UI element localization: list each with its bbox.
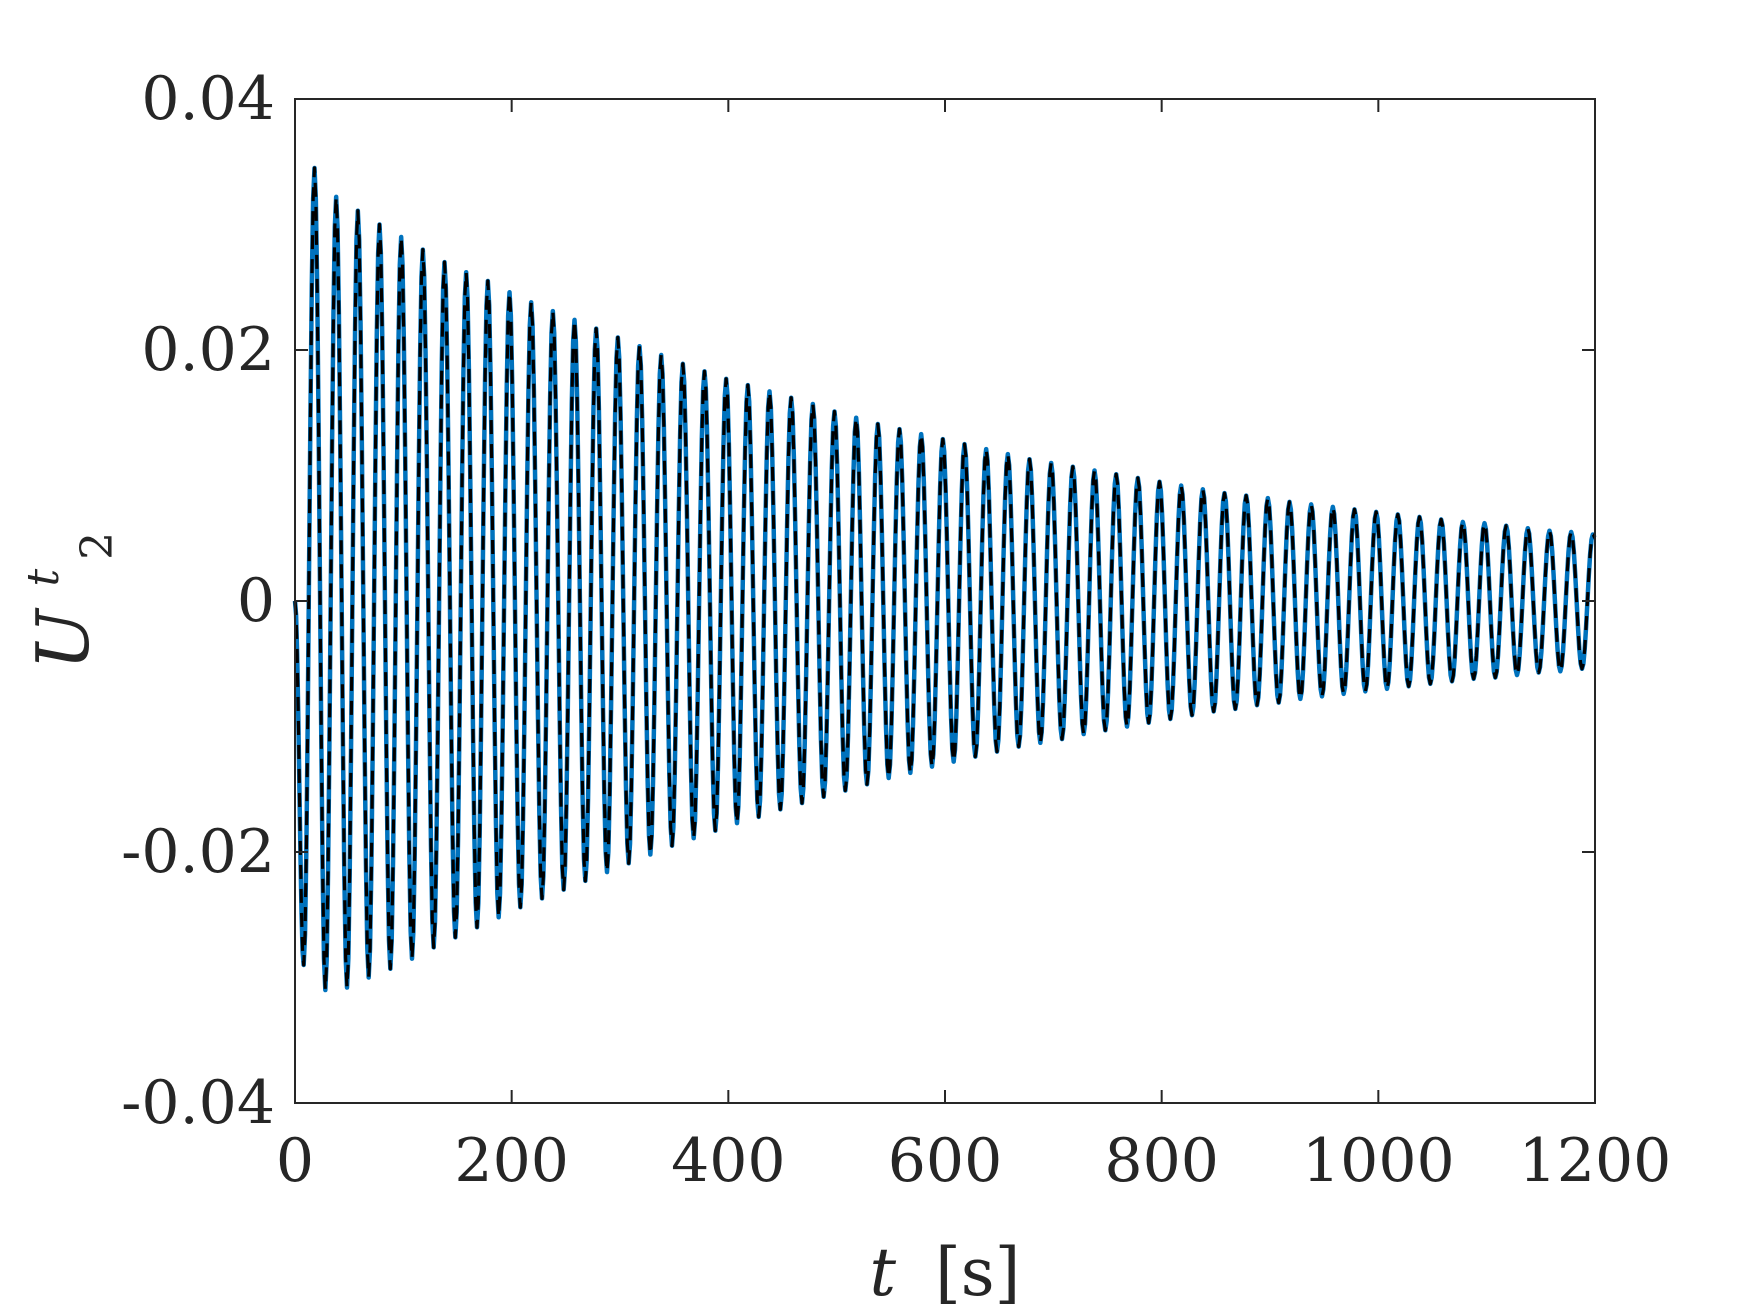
- plot-frame: [294, 98, 1596, 1104]
- x-axis-variable: t: [870, 1234, 897, 1311]
- x-axis-label: t [s]: [870, 1234, 1021, 1311]
- x-tick-label: 1200: [1519, 1126, 1672, 1196]
- y-tick-label: 0: [237, 566, 275, 636]
- tick-labels-layer: 0 200 400 600 800 1000 1200 -0.04 -0.02 0 0.02 0.04: [121, 64, 1671, 1196]
- x-tick-label: 400: [671, 1126, 786, 1196]
- y-axis-base: U: [21, 607, 105, 670]
- x-tick-label: 200: [454, 1126, 569, 1196]
- y-tick-label: 0.04: [141, 64, 275, 134]
- y-tick-label: 0.02: [141, 315, 275, 385]
- ticks-layer: [294, 98, 1596, 1104]
- y-tick-label: -0.04: [121, 1068, 275, 1138]
- x-axis-unit: [s]: [935, 1234, 1020, 1311]
- x-tick-label: 0: [276, 1126, 314, 1196]
- series-layer: [292, 165, 1597, 993]
- x-tick-label: 1000: [1302, 1126, 1455, 1196]
- x-tick-label: 600: [888, 1126, 1003, 1196]
- series-line-0: [292, 165, 1597, 993]
- series-line-1: [293, 166, 1597, 992]
- y-axis-subscript: 2: [72, 532, 123, 560]
- y-axis-superscript: t: [18, 569, 69, 587]
- y-axis-label: U t 2: [0, 532, 123, 670]
- x-tick-label: 800: [1104, 1126, 1219, 1196]
- y-tick-label: -0.02: [121, 817, 275, 887]
